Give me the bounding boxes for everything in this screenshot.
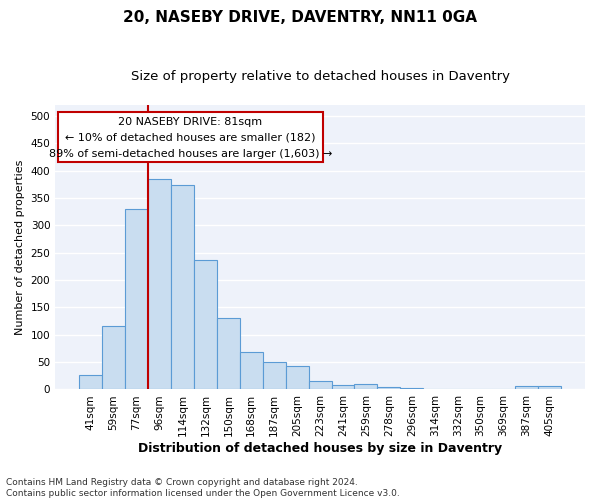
- Bar: [148, 179, 171, 390]
- Text: 20, NASEBY DRIVE, DAVENTRY, NN11 0GA: 20, NASEBY DRIVE, DAVENTRY, NN11 0GA: [123, 10, 477, 25]
- Bar: [240, 352, 263, 390]
- Bar: [125, 209, 148, 390]
- Bar: [194, 260, 217, 390]
- Bar: [171, 186, 194, 390]
- Bar: [377, 386, 400, 390]
- Bar: [423, 389, 446, 390]
- Bar: [469, 389, 492, 390]
- Y-axis label: Number of detached properties: Number of detached properties: [15, 160, 25, 335]
- Bar: [217, 318, 240, 390]
- Bar: [102, 326, 125, 390]
- Bar: [446, 389, 469, 390]
- X-axis label: Distribution of detached houses by size in Daventry: Distribution of detached houses by size …: [138, 442, 502, 455]
- Bar: [332, 385, 355, 390]
- Title: Size of property relative to detached houses in Daventry: Size of property relative to detached ho…: [131, 70, 509, 83]
- Text: Contains HM Land Registry data © Crown copyright and database right 2024.
Contai: Contains HM Land Registry data © Crown c…: [6, 478, 400, 498]
- Bar: [400, 388, 423, 390]
- Text: 20 NASEBY DRIVE: 81sqm: 20 NASEBY DRIVE: 81sqm: [118, 117, 262, 127]
- Text: ← 10% of detached houses are smaller (182): ← 10% of detached houses are smaller (18…: [65, 133, 316, 143]
- Bar: [515, 386, 538, 390]
- Bar: [538, 386, 561, 390]
- Bar: [355, 384, 377, 390]
- Bar: [286, 366, 308, 390]
- Bar: [79, 374, 102, 390]
- Bar: [308, 382, 332, 390]
- FancyBboxPatch shape: [58, 112, 323, 162]
- Bar: [263, 362, 286, 390]
- Text: 89% of semi-detached houses are larger (1,603) →: 89% of semi-detached houses are larger (…: [49, 149, 332, 159]
